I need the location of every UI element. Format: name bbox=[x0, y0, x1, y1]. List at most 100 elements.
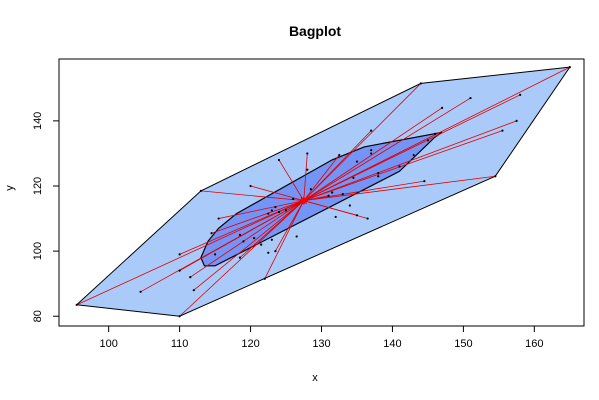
whisker-line bbox=[193, 200, 305, 291]
outer-data-point bbox=[75, 303, 78, 306]
chart-title: Bagplot bbox=[289, 23, 341, 39]
whisker-line bbox=[76, 200, 304, 306]
y-axis: 80 100 120 140 bbox=[32, 112, 60, 322]
inner-data-point bbox=[352, 176, 355, 179]
outer-data-point bbox=[217, 217, 220, 220]
inner-data-point bbox=[270, 209, 273, 212]
whisker-line bbox=[303, 66, 570, 201]
depth-median-marker bbox=[299, 196, 308, 205]
outer-data-point bbox=[274, 250, 277, 253]
outer-data-point bbox=[139, 290, 142, 293]
y-tick-label: 80 bbox=[32, 310, 44, 322]
outer-data-point bbox=[199, 189, 202, 192]
outer-data-point bbox=[249, 184, 252, 188]
inner-data-point bbox=[267, 251, 270, 254]
outer-data-point bbox=[355, 214, 359, 217]
x-tick-label: 120 bbox=[241, 338, 259, 350]
outer-data-point bbox=[192, 289, 195, 292]
whisker-line bbox=[303, 120, 517, 202]
inner-data-point bbox=[370, 152, 373, 155]
inner-data-point bbox=[306, 168, 309, 171]
whisker-line bbox=[275, 200, 305, 252]
whisker-line bbox=[239, 200, 305, 258]
inner-data-point bbox=[213, 253, 217, 256]
inner-data-point bbox=[295, 235, 298, 238]
outer-data-point bbox=[306, 152, 309, 155]
inner-data-point bbox=[238, 233, 242, 236]
outer-data-point bbox=[441, 106, 444, 109]
outer-data-point bbox=[519, 93, 522, 96]
inner-data-point bbox=[331, 191, 334, 194]
whisker-line bbox=[303, 153, 308, 201]
whisker-line bbox=[179, 200, 304, 271]
inner-data-point bbox=[412, 153, 415, 157]
x-axis: 100 110 120 130 140 150 160 bbox=[99, 325, 544, 350]
outer-data-point bbox=[370, 129, 373, 132]
outer-data-point bbox=[327, 194, 330, 197]
whisker-line bbox=[250, 185, 304, 202]
outer-data-point bbox=[263, 277, 266, 280]
inner-data-point bbox=[242, 240, 245, 243]
inner-data-point bbox=[284, 209, 288, 212]
whisker-line bbox=[278, 159, 305, 201]
outer-data-point bbox=[178, 315, 181, 318]
whisker-line bbox=[303, 107, 443, 201]
inner-data-point bbox=[253, 236, 256, 240]
outer-data-point bbox=[469, 96, 472, 100]
inner-data-point bbox=[309, 188, 312, 191]
x-tick-label: 140 bbox=[383, 338, 401, 350]
inner-data-point bbox=[277, 210, 281, 214]
whisker-line bbox=[303, 94, 521, 201]
inner-data-point bbox=[334, 215, 337, 219]
inner-data-point bbox=[348, 204, 351, 207]
y-tick-label: 100 bbox=[32, 242, 44, 260]
whisker-line bbox=[303, 97, 471, 201]
inner-data-point bbox=[426, 139, 430, 142]
whisker-line bbox=[303, 180, 425, 202]
whisker-line bbox=[303, 175, 496, 202]
outer-data-point bbox=[568, 66, 571, 69]
x-tick-label: 100 bbox=[99, 338, 117, 350]
whisker-line bbox=[179, 200, 305, 317]
outer-data-point bbox=[338, 153, 341, 157]
outer-data-point bbox=[494, 175, 497, 178]
x-axis-title: x bbox=[312, 372, 318, 384]
inner-data-point bbox=[377, 175, 380, 178]
outer-data-point bbox=[515, 119, 518, 122]
outer-data-point bbox=[366, 217, 369, 220]
outer-data-point bbox=[501, 129, 504, 132]
whisker-line bbox=[264, 200, 305, 279]
inner-data-point bbox=[267, 212, 270, 215]
whisker-line bbox=[303, 83, 422, 201]
whisker-line bbox=[218, 200, 304, 219]
x-tick-label: 160 bbox=[525, 338, 543, 350]
whisker-line bbox=[200, 190, 304, 202]
outer-data-point bbox=[238, 256, 242, 259]
whisker-line bbox=[303, 154, 340, 201]
outer-data-point bbox=[210, 232, 213, 235]
whisker-line bbox=[303, 130, 503, 202]
inner-data-point bbox=[370, 149, 373, 152]
inner-data-point bbox=[260, 243, 263, 246]
outer-data-point bbox=[178, 253, 181, 256]
outer-data-point bbox=[178, 269, 181, 272]
outer-data-point bbox=[423, 180, 426, 183]
y-tick-label: 120 bbox=[32, 177, 44, 195]
inner-data-point bbox=[377, 171, 380, 175]
whisker-line bbox=[211, 200, 304, 234]
inner-data-point bbox=[398, 165, 401, 168]
inner-data-point bbox=[292, 197, 295, 201]
whisker-line bbox=[179, 200, 304, 255]
inner-data-point bbox=[274, 206, 277, 209]
inner-data-point bbox=[355, 160, 359, 163]
inner-data-point bbox=[433, 132, 437, 135]
outer-data-point bbox=[419, 82, 422, 85]
x-tick-label: 150 bbox=[454, 338, 472, 350]
bag-polygon bbox=[200, 131, 443, 267]
x-tick-label: 110 bbox=[171, 338, 189, 350]
outer-data-point bbox=[277, 158, 281, 162]
inner-data-point bbox=[270, 238, 273, 241]
plot-content bbox=[75, 66, 571, 318]
inner-data-point bbox=[341, 193, 344, 196]
